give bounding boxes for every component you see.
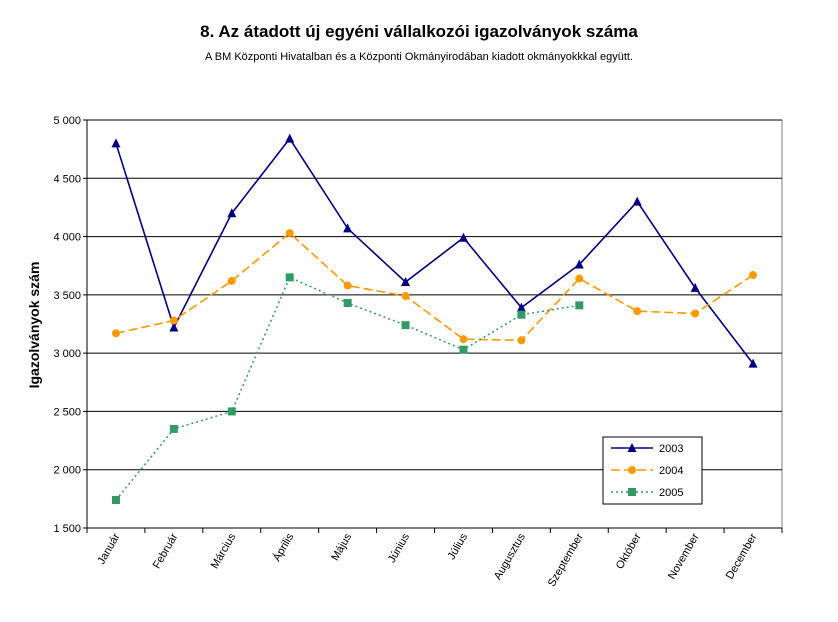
data-point-triangle [343, 223, 353, 233]
data-point-square [285, 273, 294, 282]
series-2005 [111, 273, 584, 505]
legend-label: 2005 [659, 487, 683, 499]
data-point-square [111, 496, 120, 505]
series-2004 [111, 229, 758, 345]
y-tick-label: 4 000 [53, 232, 81, 244]
data-point-circle [111, 329, 120, 338]
data-point-square [575, 301, 584, 310]
data-point-square [169, 424, 178, 433]
data-point-circle [633, 307, 642, 316]
data-point-circle [343, 281, 352, 290]
data-point-circle [575, 274, 584, 283]
data-point-circle [459, 335, 468, 344]
data-point-triangle [285, 133, 295, 143]
data-point-circle [749, 271, 758, 280]
data-point-triangle [690, 282, 700, 292]
legend: 2003 2004 2005 [602, 436, 703, 505]
data-point-triangle [574, 259, 584, 269]
data-point-square [517, 310, 526, 319]
data-point-triangle [632, 196, 642, 206]
plot-area: 1 500 2 000 2 500 3 000 3 500 4 000 4 500 5 000… [53, 115, 783, 589]
data-point-triangle [458, 232, 468, 242]
data-point-circle [169, 316, 178, 325]
data-point-square [227, 407, 236, 416]
data-point-circle [691, 309, 700, 318]
x-tick-label: Április [270, 531, 296, 564]
data-point-circle [285, 229, 294, 238]
series-line [115, 137, 754, 365]
x-tick-label: November [666, 531, 702, 581]
x-tick-label: Július [446, 531, 471, 562]
data-point-square [459, 345, 468, 354]
y-tick-label: 5 000 [53, 115, 81, 127]
data-point-square [628, 488, 636, 496]
series-line [115, 232, 754, 342]
y-tick-label: 4 500 [53, 173, 81, 185]
data-point-circle [401, 292, 410, 301]
x-tick-label: Május [329, 531, 354, 563]
y-tick-label: 1 500 [53, 523, 81, 535]
legend-label: 2004 [659, 465, 683, 477]
y-tick-label: 2 000 [53, 465, 81, 477]
x-tick-label: Január [95, 531, 122, 566]
data-point-triangle [111, 138, 121, 148]
data-point-triangle [627, 443, 637, 452]
data-point-square [401, 321, 410, 330]
x-tick-label: Február [151, 531, 181, 571]
x-tick-label: Március [209, 531, 239, 571]
data-point-triangle [227, 208, 237, 218]
data-point-square [343, 299, 352, 308]
data-point-circle [517, 336, 526, 345]
x-tick-label: December [724, 531, 760, 581]
series-2003 [111, 133, 758, 368]
y-tick-label: 2 500 [53, 406, 81, 418]
y-tick-label: 3 000 [53, 348, 81, 360]
chart-title: 8. Az átadott új egyéni vállalkozói igaz… [200, 22, 638, 41]
data-point-triangle [748, 358, 758, 368]
x-tick-label: Augusztus [492, 531, 528, 582]
legend-label: 2003 [659, 443, 683, 455]
data-point-triangle [169, 322, 179, 332]
x-tick-label: Október [614, 531, 644, 571]
y-tick-label: 3 500 [53, 290, 81, 302]
y-axis-label: Igazolványok szám [26, 262, 42, 389]
x-tick-label: Szeptember [546, 531, 586, 589]
data-point-circle [628, 466, 636, 474]
data-point-circle [227, 276, 236, 285]
data-point-triangle [401, 277, 411, 287]
chart-subtitle: A BM Központi Hivatalban és a Központi O… [205, 51, 633, 63]
x-tick-label: Június [386, 531, 413, 565]
data-point-triangle [516, 302, 526, 312]
